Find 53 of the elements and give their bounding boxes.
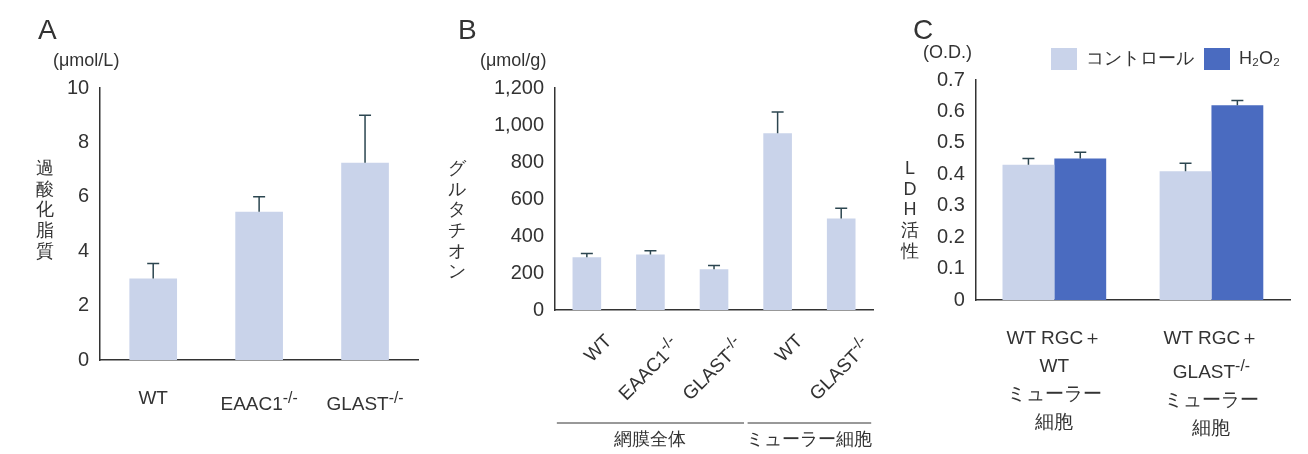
y-tick-label: 0.3	[936, 193, 965, 216]
bar	[763, 133, 792, 310]
y-tick-label: 800	[510, 149, 545, 172]
y-tick-label: 400	[510, 223, 545, 246]
x-tick-label: WT	[769, 329, 808, 368]
chart-title: C	[913, 14, 934, 45]
chart-title: B	[458, 14, 477, 46]
y-tick-label: 0.4	[936, 161, 965, 184]
y-tick-label: 0	[953, 287, 965, 310]
y-tick-label: 0	[532, 297, 545, 320]
text: (μmol/L)	[53, 50, 120, 70]
y-axis-title: LDH活性	[899, 158, 920, 262]
bar	[572, 257, 602, 310]
x-tick-label: GLAST$^{-/-}$	[325, 388, 405, 417]
x-tick-label: EAAC1$^{-/-}$	[219, 388, 299, 417]
bar	[1159, 171, 1212, 300]
legend-label: H₂O₂	[1239, 47, 1281, 68]
y-tick-label: 0	[78, 347, 90, 370]
x-tick-label: WT	[578, 329, 617, 368]
y-tick-label: 4	[78, 238, 90, 261]
y-axis-title: グルタチオン	[447, 158, 467, 283]
y-tick-label: 0.6	[936, 98, 965, 121]
legend-label: コントロール	[1086, 47, 1195, 68]
y-tick-label: 600	[510, 186, 545, 209]
y-tick-label: 8	[78, 129, 90, 152]
bar	[699, 269, 729, 310]
y-tick-label: 6	[78, 184, 90, 207]
text: 網膜全体	[613, 429, 687, 449]
bar	[341, 162, 389, 360]
text: (O.D.)	[923, 42, 972, 62]
x-tick-label: WT RGC＋ WT ミューラー細胞	[1005, 326, 1104, 434]
y-tick-label: 1,000	[493, 112, 545, 135]
bar	[636, 254, 665, 310]
bar	[1054, 158, 1107, 300]
text: (μmol/g)	[480, 50, 547, 70]
y-tick-label: 0.1	[936, 256, 965, 279]
y-tick-label: 0.7	[936, 67, 965, 90]
y-tick-label: 1,200	[493, 75, 545, 98]
bar	[1211, 105, 1264, 300]
y-tick-label: 10	[67, 75, 90, 98]
chart-title: A	[38, 14, 57, 46]
bar	[129, 278, 178, 360]
bar	[235, 211, 283, 360]
bar	[1002, 164, 1055, 300]
y-tick-label: 0.5	[936, 130, 965, 153]
y-axis-title: 過酸化脂質	[35, 158, 55, 262]
y-tick-label: 200	[510, 260, 545, 283]
text: ミューラー細胞	[746, 429, 873, 449]
x-tick-label: WT	[137, 386, 169, 410]
y-tick-label: 0.2	[936, 224, 965, 247]
bar	[826, 218, 856, 310]
x-tick-label: WT RGC＋ GLAST$^{-/-}$ ミューラー細胞	[1162, 326, 1261, 441]
y-tick-label: 2	[78, 293, 90, 316]
